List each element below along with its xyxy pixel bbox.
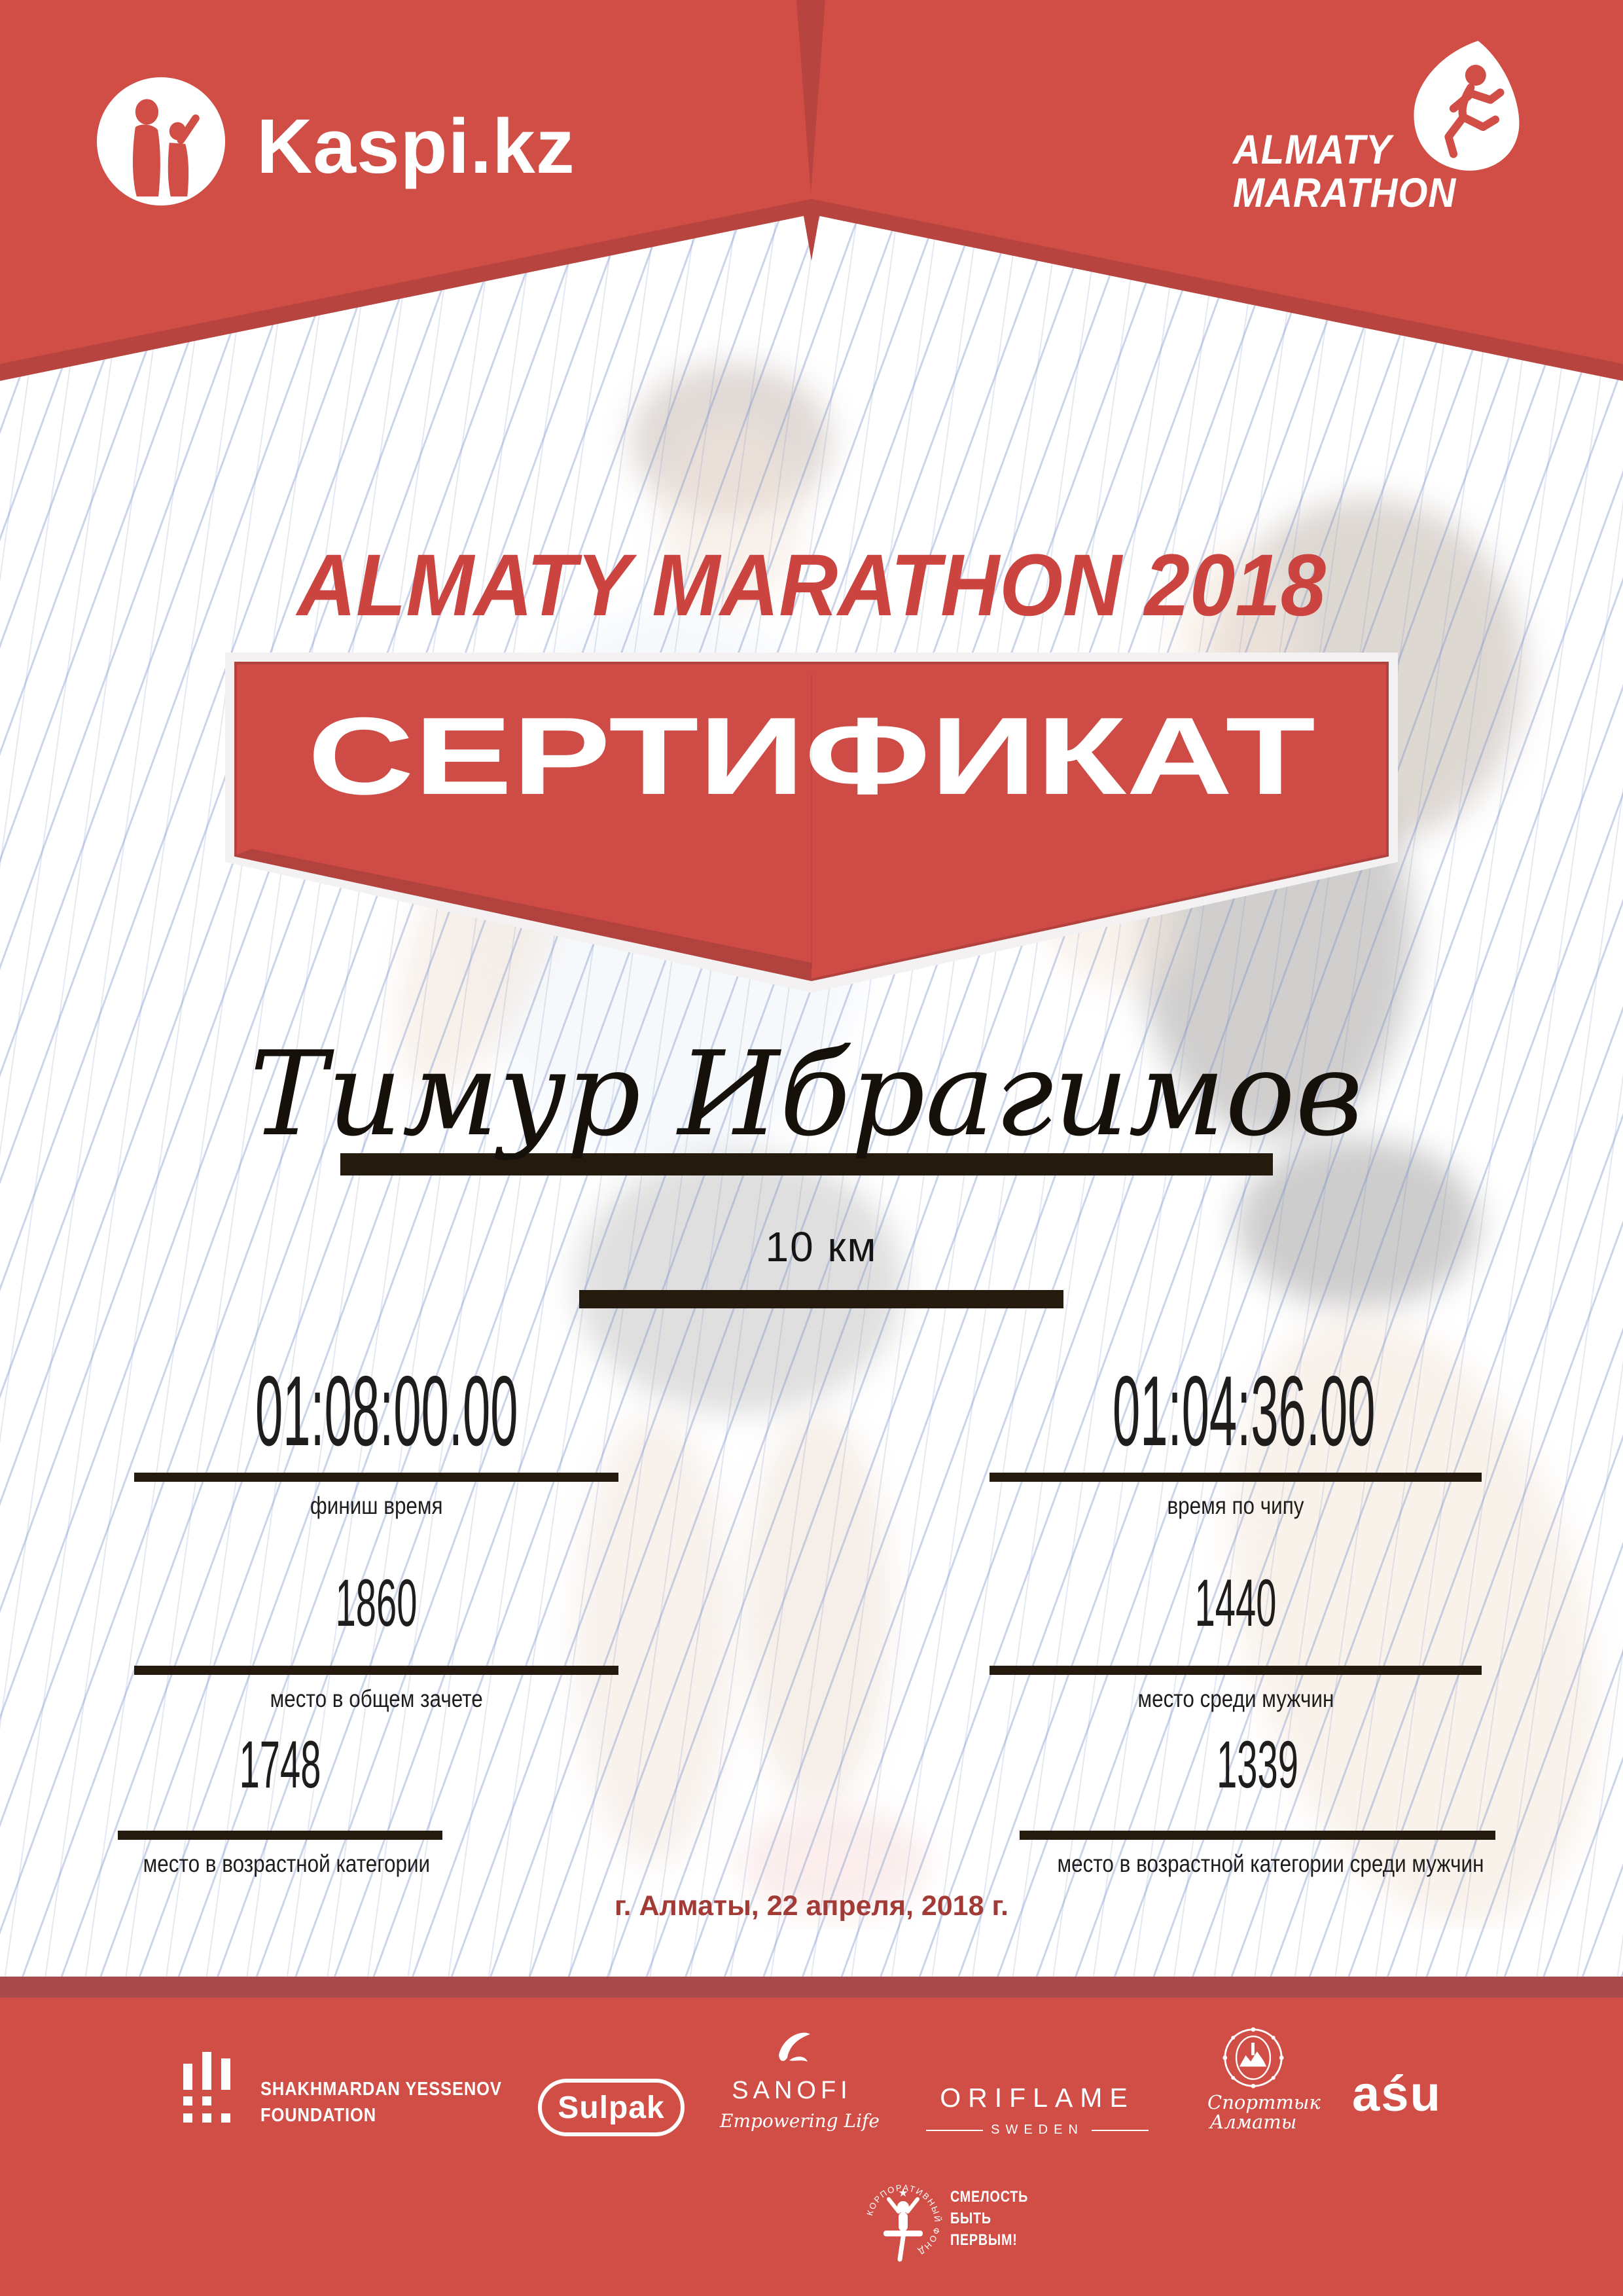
sanofi-text: SANOFI — [732, 2077, 852, 2104]
stat-underline — [118, 1831, 442, 1840]
almaty-marathon-line2: MARATHON — [1233, 170, 1457, 216]
kaspi-logo-text: Kaspi.kz — [257, 103, 575, 190]
photo-blob — [632, 363, 831, 517]
stat-overall-place: 1860 место в общем зачете — [134, 1570, 618, 1713]
oriflame-text: ORIFLAME — [940, 2083, 1135, 2113]
stat-underline — [134, 1473, 618, 1482]
asu-logo: aśu — [1352, 2066, 1442, 2122]
fund-slogan-line1: СМЕЛОСТЬ — [950, 2188, 1029, 2206]
photo-blob — [1237, 1139, 1479, 1309]
photo-blob — [576, 1414, 733, 1865]
stat-finish-time: 01:08:00.00 финиш время — [134, 1361, 618, 1520]
stat-chip-time: 01:04:36.00 время по чипу — [990, 1361, 1482, 1520]
oriflame-country: SWEDEN — [991, 2123, 1084, 2137]
footer-top-band — [0, 1977, 1623, 1998]
yessenov-line1: SHAKHMARDAN YESSENOV — [260, 2079, 502, 2100]
fund-logo: КОРПОРАТИВНЫЙ ФОНД ★ — [865, 2183, 941, 2262]
stat-underline — [134, 1666, 618, 1675]
sport-almaty-logo: Спорттык Алматы — [1207, 2026, 1321, 2133]
page-title: ALMATY MARATHON 2018 — [297, 537, 1326, 634]
photo-blob — [746, 1414, 890, 1806]
stat-underline — [990, 1666, 1482, 1675]
sanofi-tagline: Empowering Life — [720, 2110, 880, 2132]
oriflame-rule-left — [926, 2129, 984, 2131]
distance: 10 км — [765, 1223, 878, 1270]
stat-age-place: 1748 место в возрастной категории — [118, 1731, 442, 1878]
stat-underline — [990, 1473, 1482, 1482]
sanofi-logo: SANOFI Empowering Life — [720, 2029, 880, 2132]
stat-value: 01:08:00.00 — [255, 1355, 518, 1467]
yessenov-foundation-icon — [183, 2052, 230, 2123]
banner-body — [234, 662, 1389, 982]
stat-label: место в общем зачете — [270, 1685, 483, 1712]
almaty-marathon-logo-icon — [1414, 41, 1520, 171]
header-band-main — [0, 0, 1623, 364]
banner-inner-shadow — [236, 849, 812, 980]
stat-value: 1339 — [1217, 1727, 1298, 1802]
sport-almaty-emblem-icon — [1222, 2027, 1284, 2089]
banner-crease — [811, 674, 812, 969]
date-location: г. Алматы, 22 апреля, 2018 г. — [615, 1890, 1008, 1922]
sulpak-text: Sulpak — [558, 2090, 665, 2125]
sanofi-bird-icon — [779, 2032, 810, 2062]
photo-blob — [740, 1806, 929, 1918]
sport-almaty-line1: Спорттык — [1207, 2091, 1321, 2113]
stat-label: финиш время — [310, 1492, 443, 1519]
photo-blob — [661, 419, 802, 609]
almaty-marathon-logo-text: ALMATY MARATHON — [1233, 128, 1456, 215]
fund-slogan-line3: ПЕРВЫМ! — [950, 2231, 1018, 2249]
stat-underline — [1020, 1831, 1495, 1840]
stat-label: время по чипу — [1167, 1492, 1304, 1519]
stat-label: место среди мужчин — [1137, 1685, 1334, 1712]
stat-value: 1748 — [239, 1727, 321, 1802]
participant-name: Тимур Ибрагимов — [249, 1026, 1363, 1162]
star-icon: ★ — [898, 2187, 908, 2199]
name-underline — [340, 1153, 1273, 1175]
stat-gender-place: 1440 место среди мужчин — [990, 1570, 1482, 1713]
sulpak-logo: Sulpak — [538, 2079, 685, 2136]
footer-background — [0, 1998, 1623, 2296]
photo-blob — [576, 1152, 903, 1414]
almaty-marathon-line1: ALMATY — [1233, 127, 1392, 173]
banner-title: СЕРТИФИКАТ — [308, 694, 1315, 817]
fund-slogan: СМЕЛОСТЬ БЫТЬ ПЕРВЫМ! — [950, 2186, 1028, 2251]
oriflame-rule-right — [1091, 2129, 1149, 2131]
yessenov-line2: FOUNDATION — [260, 2105, 377, 2126]
fund-slogan-line2: БЫТЬ — [950, 2210, 991, 2227]
yessenov-foundation-logo: SHAKHMARDAN YESSENOV FOUNDATION — [260, 2076, 502, 2128]
stat-value: 01:04:36.00 — [1113, 1355, 1376, 1467]
stat-value: 1440 — [1194, 1566, 1277, 1640]
stat-label: место в возрастной категории — [143, 1850, 431, 1877]
distance-underline — [579, 1290, 1063, 1308]
sport-almaty-line2: Алматы — [1209, 2111, 1297, 2133]
stat-value: 1860 — [335, 1566, 418, 1640]
oriflame-logo: ORIFLAME SWEDEN — [926, 2083, 1149, 2138]
stat-age-gender-place: 1339 место в возрастной категории среди … — [1020, 1731, 1495, 1878]
kaspi-logo-icon — [97, 77, 225, 206]
certificate-banner: СЕРТИФИКАТ — [225, 653, 1398, 993]
header-band — [0, 0, 1623, 381]
stat-label: место в возрастной категории среди мужчи… — [1057, 1850, 1484, 1877]
